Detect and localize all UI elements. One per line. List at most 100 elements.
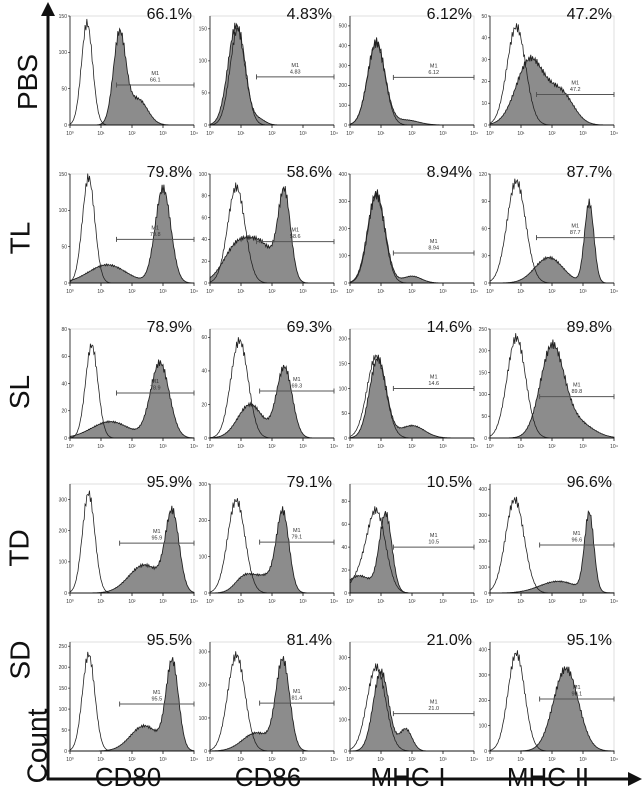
y-tick-label: 300 — [339, 63, 348, 69]
x-tick-label: 10¹ — [377, 599, 385, 605]
y-tick-label: 0 — [64, 281, 67, 287]
y-tick-label: 300 — [199, 482, 208, 488]
x-tick-label: 10³ — [579, 289, 587, 295]
m1-gate-label: M1 — [293, 528, 301, 534]
m1-gate-value: 6.12 — [428, 70, 439, 76]
x-tick-label: 10¹ — [517, 599, 525, 605]
x-tick-label: 10² — [128, 444, 136, 450]
histogram-panel-td-mhc-ii: 10⁰ 10¹ 10² 10³ 10⁴ 0 100 200 300 400 M1 96.6 96.6% — [478, 470, 618, 615]
y-tick-label: 200 — [339, 337, 348, 343]
row-label-text: TL — [4, 221, 35, 255]
histogram-panel-pbs-mhc-i: 10⁰ 10¹ 10² 10³ 10⁴ 0 100 200 300 400 500 M1 6.12 6.1… — [338, 2, 478, 147]
x-tick-label: 10¹ — [377, 131, 385, 137]
m1-gate-value: 69.3 — [291, 384, 302, 390]
x-tick-label: 10¹ — [97, 289, 105, 295]
y-tick-label: 200 — [339, 687, 348, 693]
y-tick-label: 40 — [201, 237, 207, 243]
m1-gate-value: 96.6 — [571, 537, 582, 543]
x-tick-label: 10³ — [439, 289, 447, 295]
x-tick-label: 10² — [548, 599, 556, 605]
x-axis-arrowhead — [628, 772, 642, 786]
x-tick-label: 10⁰ — [486, 599, 494, 605]
y-tick-label: 150 — [199, 27, 208, 33]
y-tick-label: 400 — [479, 647, 488, 653]
x-tick-label: 10³ — [299, 444, 307, 450]
x-tick-label: 10⁰ — [66, 757, 74, 763]
sample-histogram — [349, 511, 474, 594]
x-tick-label: 10¹ — [97, 757, 105, 763]
y-tick-label: 50 — [481, 14, 487, 20]
m1-gate-label: M1 — [293, 689, 301, 695]
m1-gate-label: M1 — [291, 63, 299, 69]
m1-gate-value: 95.1 — [571, 692, 582, 698]
x-tick-label: 10³ — [299, 757, 307, 763]
x-tick-label: 10² — [408, 599, 416, 605]
x-tick-label: 10¹ — [517, 289, 525, 295]
positive-percentage-label: 6.12% — [426, 6, 472, 23]
y-tick-label: 100 — [199, 554, 208, 560]
x-tick-label: 10³ — [439, 757, 447, 763]
y-tick-label: 100 — [59, 50, 68, 56]
y-tick-label: 100 — [339, 103, 348, 109]
x-tick-label: 10² — [268, 757, 276, 763]
x-tick-label: 10² — [128, 599, 136, 605]
column-label-cd86: CD86 — [234, 762, 302, 792]
y-tick-label: 300 — [339, 655, 348, 661]
positive-percentage-label: 81.4% — [286, 632, 332, 649]
x-tick-label: 10⁰ — [206, 444, 214, 450]
m1-gate-value: 4.83 — [290, 69, 301, 75]
y-tick-label: 250 — [479, 327, 488, 333]
m1-gate-label: M1 — [430, 533, 438, 539]
x-tick-label: 10¹ — [237, 599, 245, 605]
m1-gate-label: M1 — [430, 700, 438, 706]
y-tick-label: 200 — [479, 698, 488, 704]
m1-gate-label: M1 — [151, 225, 159, 231]
x-tick-label: 10⁰ — [206, 289, 214, 295]
plot-frame — [349, 483, 475, 594]
m1-gate-value: 14.6 — [428, 381, 439, 387]
sample-histogram — [209, 506, 334, 594]
y-tick-label: 80 — [61, 327, 67, 333]
positive-percentage-label: 58.6% — [286, 164, 332, 181]
y-tick-label: 0 — [344, 749, 347, 755]
x-tick-label: 10³ — [579, 444, 587, 450]
y-tick-label: 50 — [341, 411, 347, 417]
y-tick-label: 0 — [484, 749, 487, 755]
y-tick-label: 0 — [204, 591, 207, 597]
y-tick-label: 50 — [61, 728, 67, 734]
row-label-tl: TL — [0, 221, 40, 255]
y-tick-label: 40 — [341, 545, 347, 551]
x-tick-label: 10³ — [299, 289, 307, 295]
x-tick-label: 10⁰ — [486, 444, 494, 450]
y-tick-label: 80 — [341, 499, 347, 505]
y-tick-label: 50 — [61, 244, 67, 250]
y-tick-label: 20 — [61, 409, 67, 415]
y-tick-label: 20 — [201, 259, 207, 265]
x-tick-label: 10⁴ — [330, 289, 338, 295]
positive-percentage-label: 95.1% — [566, 632, 612, 649]
m1-gate-label: M1 — [291, 228, 299, 234]
x-tick-label: 10² — [548, 131, 556, 137]
m1-gate-label: M1 — [571, 224, 579, 230]
histogram-panel-td-cd86: 10⁰ 10¹ 10² 10³ 10⁴ 0 100 200 300 M1 79.1 79.1% — [198, 470, 338, 615]
x-tick-label: 10³ — [159, 757, 167, 763]
sample-histogram — [349, 37, 474, 126]
histogram-panel-sd-mhc-i: 10⁰ 10¹ 10² 10³ 10⁴ 0 100 200 300 M1 21.0 21.0% — [338, 628, 478, 773]
histogram-panel-pbs-cd86: 10⁰ 10¹ 10² 10³ 10⁴ 0 50 100 150 M1 4.83 4.83% — [198, 2, 338, 147]
positive-percentage-label: 66.1% — [146, 6, 192, 23]
y-tick-label: 250 — [59, 644, 68, 650]
histogram-panel-pbs-mhc-ii: 10⁰ 10¹ 10² 10³ 10⁴ 0 10 20 30 40 50 M1 47.2 47.2% — [478, 2, 618, 147]
x-tick-label: 10⁰ — [486, 131, 494, 137]
x-tick-label: 10³ — [579, 599, 587, 605]
y-tick-label: 60 — [201, 335, 207, 341]
sample-histogram — [490, 198, 614, 284]
x-tick-label: 10⁰ — [66, 599, 74, 605]
histogram-panel-sd-cd86: 10⁰ 10¹ 10² 10³ 10⁴ 0 100 200 300 M1 81.4 81.4% — [198, 628, 338, 773]
histogram-panel-sl-cd80: 10⁰ 10¹ 10² 10³ 10⁴ 0 20 40 60 80 M1 78.9 78.9% — [58, 315, 198, 460]
x-tick-label: 10² — [268, 289, 276, 295]
